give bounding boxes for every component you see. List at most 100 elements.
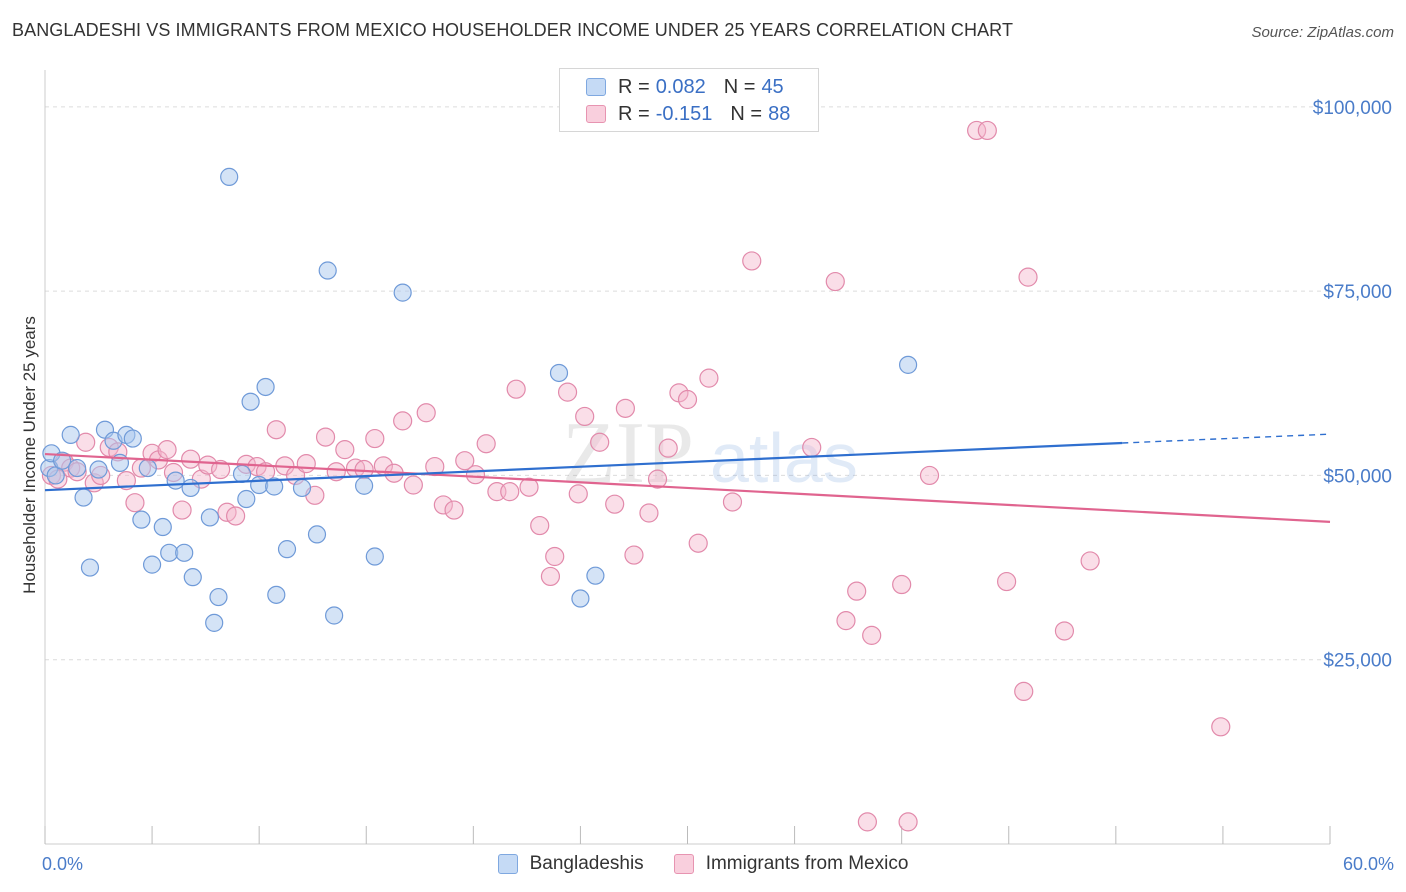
data-point-immigrants-from-mexico bbox=[997, 571, 1017, 592]
data-point-immigrants-from-mexico bbox=[605, 494, 625, 514]
x-tick-label: 0.0% bbox=[42, 854, 83, 874]
data-point-bangladeshis bbox=[318, 261, 337, 280]
data-point-immigrants-from-mexico bbox=[198, 455, 218, 475]
data-point-immigrants-from-mexico bbox=[157, 440, 177, 460]
data-point-immigrants-from-mexico bbox=[1014, 681, 1034, 702]
trend-line-bangladeshis bbox=[44, 441, 1123, 492]
trend-line-bangladeshis-projection bbox=[1122, 433, 1331, 444]
data-point-immigrants-from-mexico bbox=[335, 440, 355, 460]
data-point-bangladeshis bbox=[209, 587, 228, 607]
legend-n-value: 88 bbox=[768, 102, 791, 125]
data-point-bangladeshis bbox=[267, 585, 286, 604]
legend-row-immigrants-from-mexico: R = -0.151 N = 88 bbox=[586, 103, 790, 125]
data-point-bangladeshis bbox=[571, 589, 590, 608]
data-point-bangladeshis bbox=[307, 525, 327, 544]
y-tick-label: $100,000 bbox=[1313, 98, 1392, 119]
data-point-bangladeshis bbox=[142, 555, 162, 574]
data-point-bangladeshis bbox=[237, 489, 256, 509]
data-point-immigrants-from-mexico bbox=[688, 533, 708, 553]
data-point-bangladeshis bbox=[200, 508, 220, 527]
data-point-immigrants-from-mexico bbox=[825, 271, 845, 292]
data-point-immigrants-from-mexico bbox=[857, 812, 878, 832]
y-tick-label: $25,000 bbox=[1323, 651, 1392, 672]
legend-r-label: R = bbox=[618, 75, 650, 98]
chart-title: BANGLADESHI VS IMMIGRANTS FROM MEXICO HO… bbox=[12, 20, 1014, 40]
legend-swatch-bangladeshis bbox=[586, 78, 606, 96]
data-point-immigrants-from-mexico bbox=[847, 581, 867, 601]
data-point-immigrants-from-mexico bbox=[575, 406, 595, 427]
data-point-immigrants-from-mexico bbox=[1054, 621, 1075, 641]
data-point-bangladeshis bbox=[205, 613, 224, 632]
y-tick-label: $75,000 bbox=[1323, 282, 1392, 303]
data-point-immigrants-from-mexico bbox=[315, 427, 336, 447]
data-point-immigrants-from-mexico bbox=[172, 500, 192, 520]
data-point-immigrants-from-mexico bbox=[465, 465, 486, 485]
data-point-immigrants-from-mexico bbox=[519, 477, 539, 497]
data-point-immigrants-from-mexico bbox=[226, 506, 246, 526]
data-point-immigrants-from-mexico bbox=[898, 812, 918, 832]
legend-item-bangladeshis[interactable]: Bangladeshis bbox=[497, 853, 644, 875]
data-point-immigrants-from-mexico bbox=[296, 454, 316, 474]
data-point-immigrants-from-mexico bbox=[658, 438, 678, 458]
data-point-bangladeshis bbox=[74, 488, 93, 507]
data-point-bangladeshis bbox=[292, 478, 312, 498]
data-point-immigrants-from-mexico bbox=[647, 469, 668, 489]
data-point-immigrants-from-mexico bbox=[836, 611, 856, 631]
data-point-immigrants-from-mexico bbox=[530, 515, 550, 536]
data-point-bangladeshis bbox=[586, 566, 605, 585]
data-point-bangladeshis bbox=[241, 392, 260, 411]
data-point-immigrants-from-mexico bbox=[742, 251, 762, 271]
data-point-bangladeshis bbox=[53, 451, 72, 470]
data-point-bangladeshis bbox=[232, 464, 252, 484]
data-point-immigrants-from-mexico bbox=[455, 451, 475, 471]
data-point-bangladeshis bbox=[277, 540, 297, 559]
legend-r-label: R = bbox=[618, 102, 650, 125]
data-point-bangladeshis bbox=[183, 568, 202, 587]
data-point-immigrants-from-mexico bbox=[557, 382, 578, 402]
data-point-bangladeshis bbox=[265, 477, 284, 496]
series-legend: Bangladeshis Immigrants from Mexico bbox=[0, 853, 1406, 875]
data-point-immigrants-from-mexico bbox=[416, 403, 436, 423]
data-point-immigrants-from-mexico bbox=[1018, 267, 1038, 287]
data-point-immigrants-from-mexico bbox=[862, 625, 882, 645]
data-point-bangladeshis bbox=[138, 458, 157, 478]
data-point-immigrants-from-mexico bbox=[433, 495, 453, 515]
data-point-immigrants-from-mexico bbox=[76, 432, 96, 452]
trend-line-immigrants-from-mexico bbox=[44, 452, 1331, 523]
data-point-immigrants-from-mexico bbox=[211, 459, 231, 480]
legend-item-immigrants-from-mexico[interactable]: Immigrants from Mexico bbox=[673, 853, 909, 875]
data-point-immigrants-from-mexico bbox=[540, 566, 561, 587]
data-point-immigrants-from-mexico bbox=[892, 574, 912, 595]
y-tick-label: $50,000 bbox=[1323, 466, 1392, 487]
legend-r-value: 0.082 bbox=[655, 75, 706, 98]
data-point-immigrants-from-mexico bbox=[1211, 717, 1231, 737]
data-point-immigrants-from-mexico bbox=[919, 465, 940, 486]
data-point-immigrants-from-mexico bbox=[181, 449, 201, 469]
data-point-immigrants-from-mexico bbox=[545, 546, 565, 567]
legend-swatch-bangladeshis bbox=[497, 854, 518, 874]
data-point-bangladeshis bbox=[132, 510, 151, 529]
grid-lines bbox=[45, 106, 1330, 661]
data-point-immigrants-from-mexico bbox=[266, 420, 286, 440]
trend-lines bbox=[44, 433, 1331, 523]
data-point-immigrants-from-mexico bbox=[590, 432, 610, 452]
data-point-bangladeshis bbox=[175, 543, 194, 562]
data-point-immigrants-from-mexico bbox=[624, 545, 644, 565]
x-tick-label: 60.0% bbox=[1343, 854, 1394, 874]
data-point-bangladeshis bbox=[80, 558, 100, 577]
data-point-immigrants-from-mexico bbox=[476, 434, 496, 454]
correlation-legend: R = 0.082 N = 45 R = -0.151 N = 88 bbox=[559, 68, 819, 132]
data-point-bangladeshis bbox=[89, 460, 108, 479]
data-point-bangladeshis bbox=[220, 167, 239, 186]
data-point-immigrants-from-mexico bbox=[1080, 551, 1100, 571]
data-point-immigrants-from-mexico bbox=[365, 428, 385, 449]
data-point-bangladeshis bbox=[393, 283, 412, 302]
data-point-bangladeshis bbox=[898, 355, 918, 374]
data-point-bangladeshis bbox=[153, 517, 172, 537]
legend-swatch-immigrants-from-mexico bbox=[586, 105, 606, 123]
data-point-immigrants-from-mexico bbox=[500, 482, 520, 502]
data-point-bangladeshis bbox=[166, 471, 185, 490]
legend-n-value: 45 bbox=[761, 75, 784, 98]
legend-label-immigrants-from-mexico: Immigrants from Mexico bbox=[705, 853, 909, 874]
